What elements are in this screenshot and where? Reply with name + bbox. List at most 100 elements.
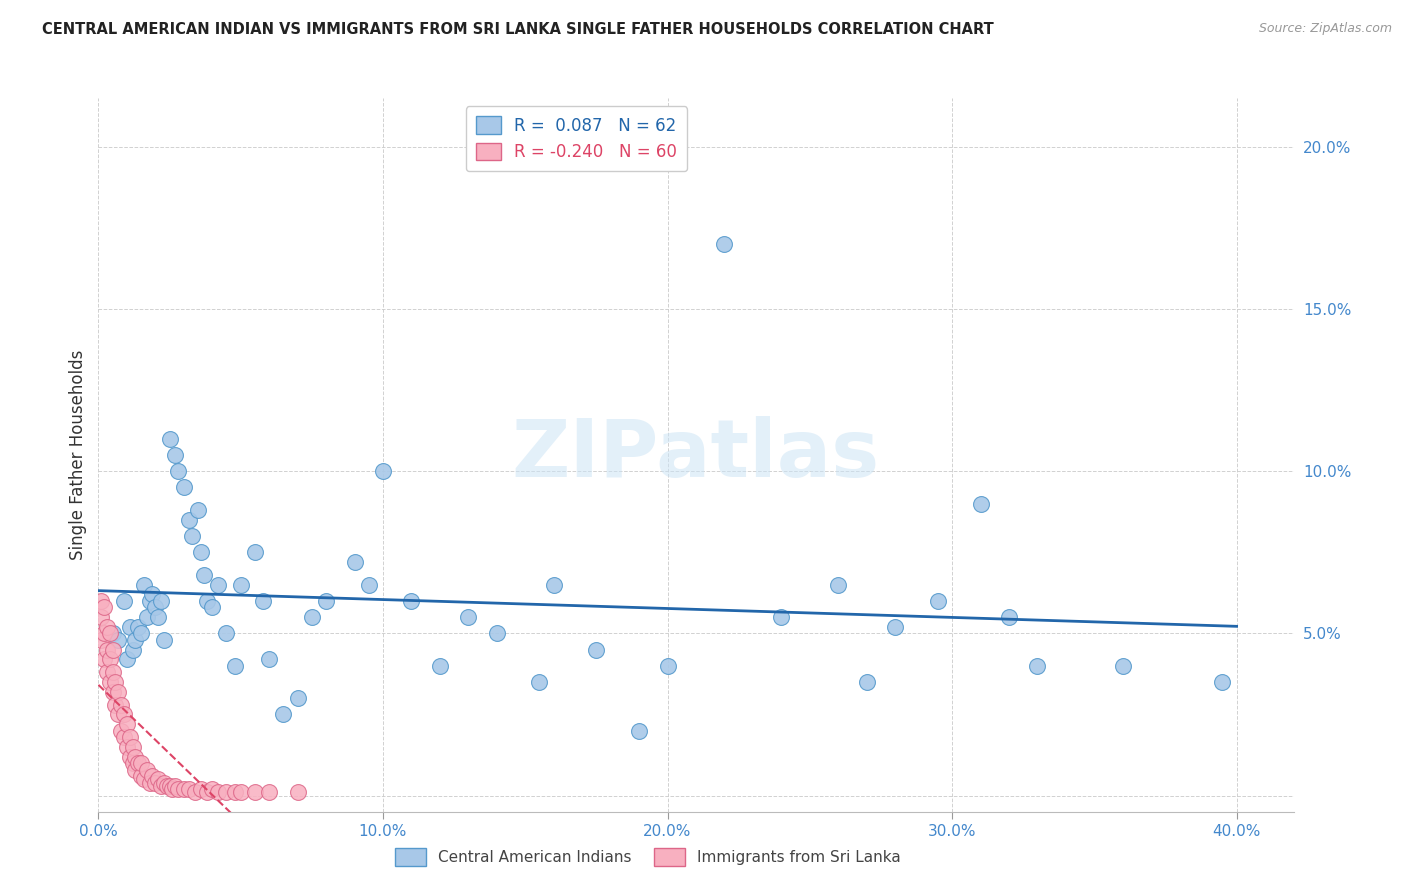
- Point: [457, 610, 479, 624]
- Point: [107, 707, 129, 722]
- Point: [90, 594, 112, 608]
- Point: [770, 610, 793, 624]
- Point: [401, 594, 423, 608]
- Point: [193, 568, 215, 582]
- Point: [165, 779, 187, 793]
- Point: [165, 448, 187, 462]
- Point: [207, 577, 229, 591]
- Point: [855, 675, 877, 690]
- Point: [115, 652, 138, 666]
- Point: [156, 779, 179, 793]
- Point: [93, 626, 115, 640]
- Text: CENTRAL AMERICAN INDIAN VS IMMIGRANTS FROM SRI LANKA SINGLE FATHER HOUSEHOLDS CO: CENTRAL AMERICAN INDIAN VS IMMIGRANTS FR…: [42, 22, 994, 37]
- Point: [118, 730, 141, 744]
- Point: [167, 782, 190, 797]
- Point: [132, 772, 155, 787]
- Point: [115, 739, 138, 754]
- Point: [112, 730, 135, 744]
- Point: [104, 675, 127, 690]
- Point: [159, 779, 181, 793]
- Point: [159, 432, 181, 446]
- Y-axis label: Single Father Households: Single Father Households: [69, 350, 87, 560]
- Point: [143, 600, 166, 615]
- Point: [357, 577, 380, 591]
- Point: [287, 691, 309, 706]
- Point: [167, 464, 190, 478]
- Point: [121, 756, 143, 770]
- Point: [129, 626, 152, 640]
- Point: [884, 620, 907, 634]
- Point: [628, 723, 651, 738]
- Point: [173, 480, 195, 494]
- Point: [1112, 658, 1135, 673]
- Point: [96, 620, 118, 634]
- Point: [1026, 658, 1049, 673]
- Point: [93, 652, 115, 666]
- Point: [184, 785, 207, 799]
- Point: [998, 610, 1021, 624]
- Point: [243, 545, 266, 559]
- Point: [287, 785, 309, 799]
- Point: [657, 658, 679, 673]
- Point: [187, 503, 209, 517]
- Point: [96, 665, 118, 680]
- Point: [127, 756, 149, 770]
- Point: [138, 775, 160, 789]
- Point: [371, 464, 394, 478]
- Point: [98, 626, 121, 640]
- Point: [215, 785, 238, 799]
- Point: [201, 782, 224, 797]
- Point: [195, 594, 218, 608]
- Point: [257, 785, 280, 799]
- Point: [124, 763, 146, 777]
- Point: [110, 723, 132, 738]
- Point: [110, 698, 132, 712]
- Point: [301, 610, 323, 624]
- Point: [343, 555, 366, 569]
- Point: [273, 707, 295, 722]
- Point: [107, 632, 129, 647]
- Point: [485, 626, 508, 640]
- Point: [121, 642, 143, 657]
- Point: [141, 769, 163, 783]
- Point: [115, 717, 138, 731]
- Point: [224, 785, 246, 799]
- Text: ZIPatlas: ZIPatlas: [512, 416, 880, 494]
- Point: [252, 594, 274, 608]
- Point: [529, 675, 551, 690]
- Point: [90, 610, 112, 624]
- Point: [229, 785, 252, 799]
- Point: [585, 642, 607, 657]
- Point: [141, 587, 163, 601]
- Point: [153, 775, 176, 789]
- Point: [229, 577, 252, 591]
- Point: [135, 610, 157, 624]
- Point: [190, 545, 212, 559]
- Point: [104, 698, 127, 712]
- Point: [138, 594, 160, 608]
- Point: [93, 600, 115, 615]
- Point: [243, 785, 266, 799]
- Point: [713, 237, 735, 252]
- Point: [129, 769, 152, 783]
- Legend: Central American Indians, Immigrants from Sri Lanka: Central American Indians, Immigrants fro…: [389, 842, 907, 871]
- Point: [118, 749, 141, 764]
- Point: [173, 782, 195, 797]
- Point: [224, 658, 246, 673]
- Point: [179, 782, 201, 797]
- Point: [124, 632, 146, 647]
- Point: [107, 684, 129, 698]
- Point: [127, 620, 149, 634]
- Point: [112, 707, 135, 722]
- Point: [98, 652, 121, 666]
- Point: [315, 594, 337, 608]
- Point: [132, 577, 155, 591]
- Point: [150, 779, 173, 793]
- Point: [150, 594, 173, 608]
- Point: [135, 763, 157, 777]
- Point: [143, 775, 166, 789]
- Point: [181, 529, 204, 543]
- Point: [827, 577, 849, 591]
- Point: [148, 610, 170, 624]
- Point: [201, 600, 224, 615]
